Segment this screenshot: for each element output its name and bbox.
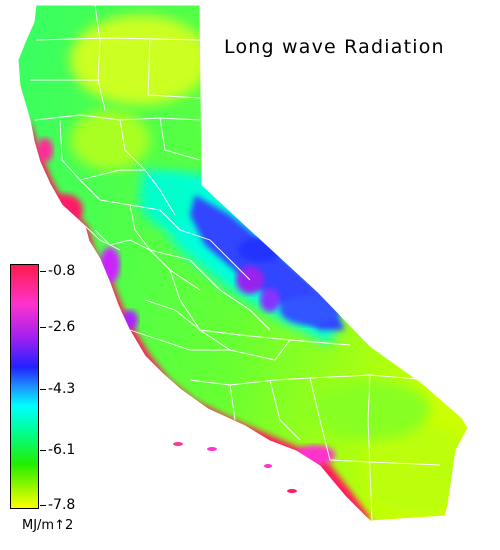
legend-color-bar xyxy=(10,264,39,509)
county-boundaries xyxy=(30,5,441,521)
channel-islands xyxy=(173,442,297,493)
legend-tick xyxy=(40,271,46,272)
legend-tick xyxy=(40,327,46,328)
legend-tick-label: -0.8 xyxy=(48,263,76,279)
legend-tick-label: -4.3 xyxy=(48,381,76,397)
state-outline xyxy=(17,4,469,522)
legend-tick-label: -2.6 xyxy=(48,319,76,335)
legend-tick xyxy=(40,389,46,390)
legend-tick-label: -6.1 xyxy=(48,442,76,458)
legend-tick xyxy=(40,505,46,506)
legend-tick xyxy=(40,450,46,451)
map-title: Long wave Radiation xyxy=(224,36,445,58)
legend-tick-label: -7.8 xyxy=(48,497,76,513)
legend-unit-label: MJ/m↑2 xyxy=(22,518,74,533)
